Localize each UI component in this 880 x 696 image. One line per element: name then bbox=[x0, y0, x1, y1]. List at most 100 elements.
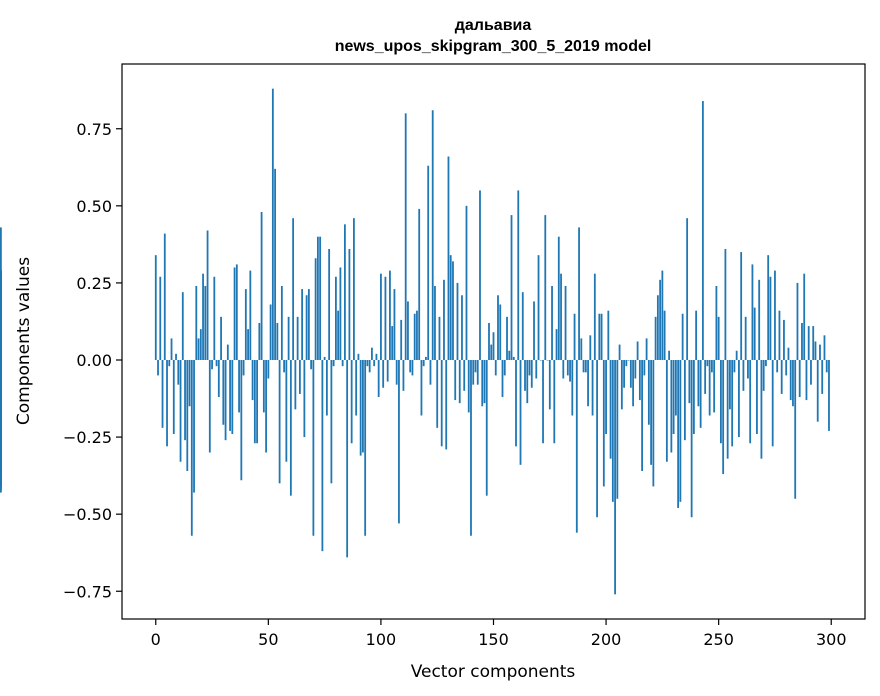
bar bbox=[584, 360, 587, 373]
bar bbox=[465, 205, 468, 360]
bar bbox=[566, 360, 569, 376]
bar bbox=[364, 360, 367, 536]
bar bbox=[389, 270, 391, 360]
bar bbox=[316, 236, 319, 360]
bar bbox=[740, 252, 743, 360]
bar bbox=[235, 264, 238, 360]
bar bbox=[551, 286, 553, 360]
bar bbox=[706, 360, 709, 367]
bar bbox=[785, 360, 788, 376]
bar bbox=[485, 360, 488, 496]
bar bbox=[425, 356, 427, 360]
bar bbox=[634, 360, 637, 379]
bar bbox=[177, 360, 180, 385]
bar bbox=[546, 360, 549, 361]
bar bbox=[443, 279, 445, 360]
bar bbox=[695, 310, 698, 360]
bar bbox=[665, 360, 668, 462]
bar bbox=[762, 360, 765, 391]
bar bbox=[789, 360, 792, 401]
bar bbox=[715, 286, 718, 360]
bar bbox=[341, 360, 344, 367]
bar bbox=[548, 360, 551, 410]
bar bbox=[587, 360, 589, 407]
bar bbox=[620, 360, 623, 410]
bar bbox=[323, 356, 326, 360]
bar bbox=[810, 360, 812, 385]
bar bbox=[357, 353, 360, 360]
bar bbox=[449, 255, 452, 360]
bar bbox=[816, 360, 819, 422]
bar bbox=[224, 360, 227, 441]
bar bbox=[796, 282, 799, 360]
bar bbox=[699, 360, 702, 428]
bar bbox=[717, 316, 720, 360]
bar bbox=[593, 273, 596, 360]
bar bbox=[632, 360, 634, 407]
bar bbox=[510, 215, 513, 360]
bar bbox=[690, 360, 693, 518]
bar bbox=[362, 360, 364, 453]
bar bbox=[677, 360, 680, 508]
bar bbox=[481, 360, 484, 407]
bar bbox=[553, 360, 556, 444]
bar bbox=[501, 360, 504, 397]
bar bbox=[154, 255, 157, 360]
bar bbox=[722, 360, 725, 475]
bar bbox=[812, 326, 815, 360]
y-tick-label: 0.50 bbox=[76, 197, 112, 216]
bar bbox=[434, 286, 436, 360]
bar bbox=[539, 360, 542, 361]
bar bbox=[602, 360, 605, 487]
bar bbox=[287, 316, 290, 360]
bar bbox=[618, 344, 621, 360]
bar bbox=[467, 360, 470, 413]
bar bbox=[710, 360, 713, 373]
bar bbox=[337, 310, 340, 360]
bar bbox=[307, 289, 310, 360]
bar bbox=[386, 360, 389, 382]
bar bbox=[731, 360, 734, 447]
bar bbox=[814, 341, 817, 360]
y-tick-label: −0.50 bbox=[63, 505, 112, 524]
bar bbox=[533, 301, 535, 360]
bar bbox=[672, 360, 675, 434]
bar bbox=[524, 360, 526, 391]
bar bbox=[614, 360, 616, 595]
bar bbox=[253, 360, 256, 444]
bar bbox=[195, 286, 198, 360]
bar bbox=[211, 360, 213, 370]
bar bbox=[582, 360, 585, 373]
bar bbox=[555, 329, 558, 360]
bars-group bbox=[0, 88, 830, 595]
bar bbox=[208, 360, 211, 453]
bar bbox=[305, 295, 308, 360]
bar bbox=[600, 313, 603, 360]
bar bbox=[436, 360, 439, 428]
bar bbox=[377, 360, 380, 397]
y-tick-label: 0.25 bbox=[76, 274, 112, 293]
bar bbox=[312, 360, 315, 536]
bar bbox=[348, 249, 351, 360]
bar bbox=[679, 360, 682, 502]
bar bbox=[645, 338, 648, 360]
bar bbox=[332, 360, 335, 367]
bar bbox=[490, 344, 493, 360]
bar bbox=[508, 350, 511, 360]
bar bbox=[375, 353, 378, 360]
bar bbox=[0, 310, 2, 360]
bar bbox=[562, 360, 565, 379]
bar bbox=[573, 313, 576, 360]
bar bbox=[526, 360, 529, 404]
bar bbox=[193, 360, 195, 493]
bar bbox=[801, 323, 803, 360]
bar bbox=[391, 326, 394, 360]
y-tick-label: −0.25 bbox=[63, 428, 112, 447]
bar bbox=[231, 360, 234, 434]
bar bbox=[528, 360, 531, 376]
bar bbox=[787, 347, 790, 360]
bar bbox=[767, 255, 770, 360]
bar bbox=[654, 316, 657, 360]
bar bbox=[708, 360, 711, 416]
bar bbox=[181, 292, 184, 360]
